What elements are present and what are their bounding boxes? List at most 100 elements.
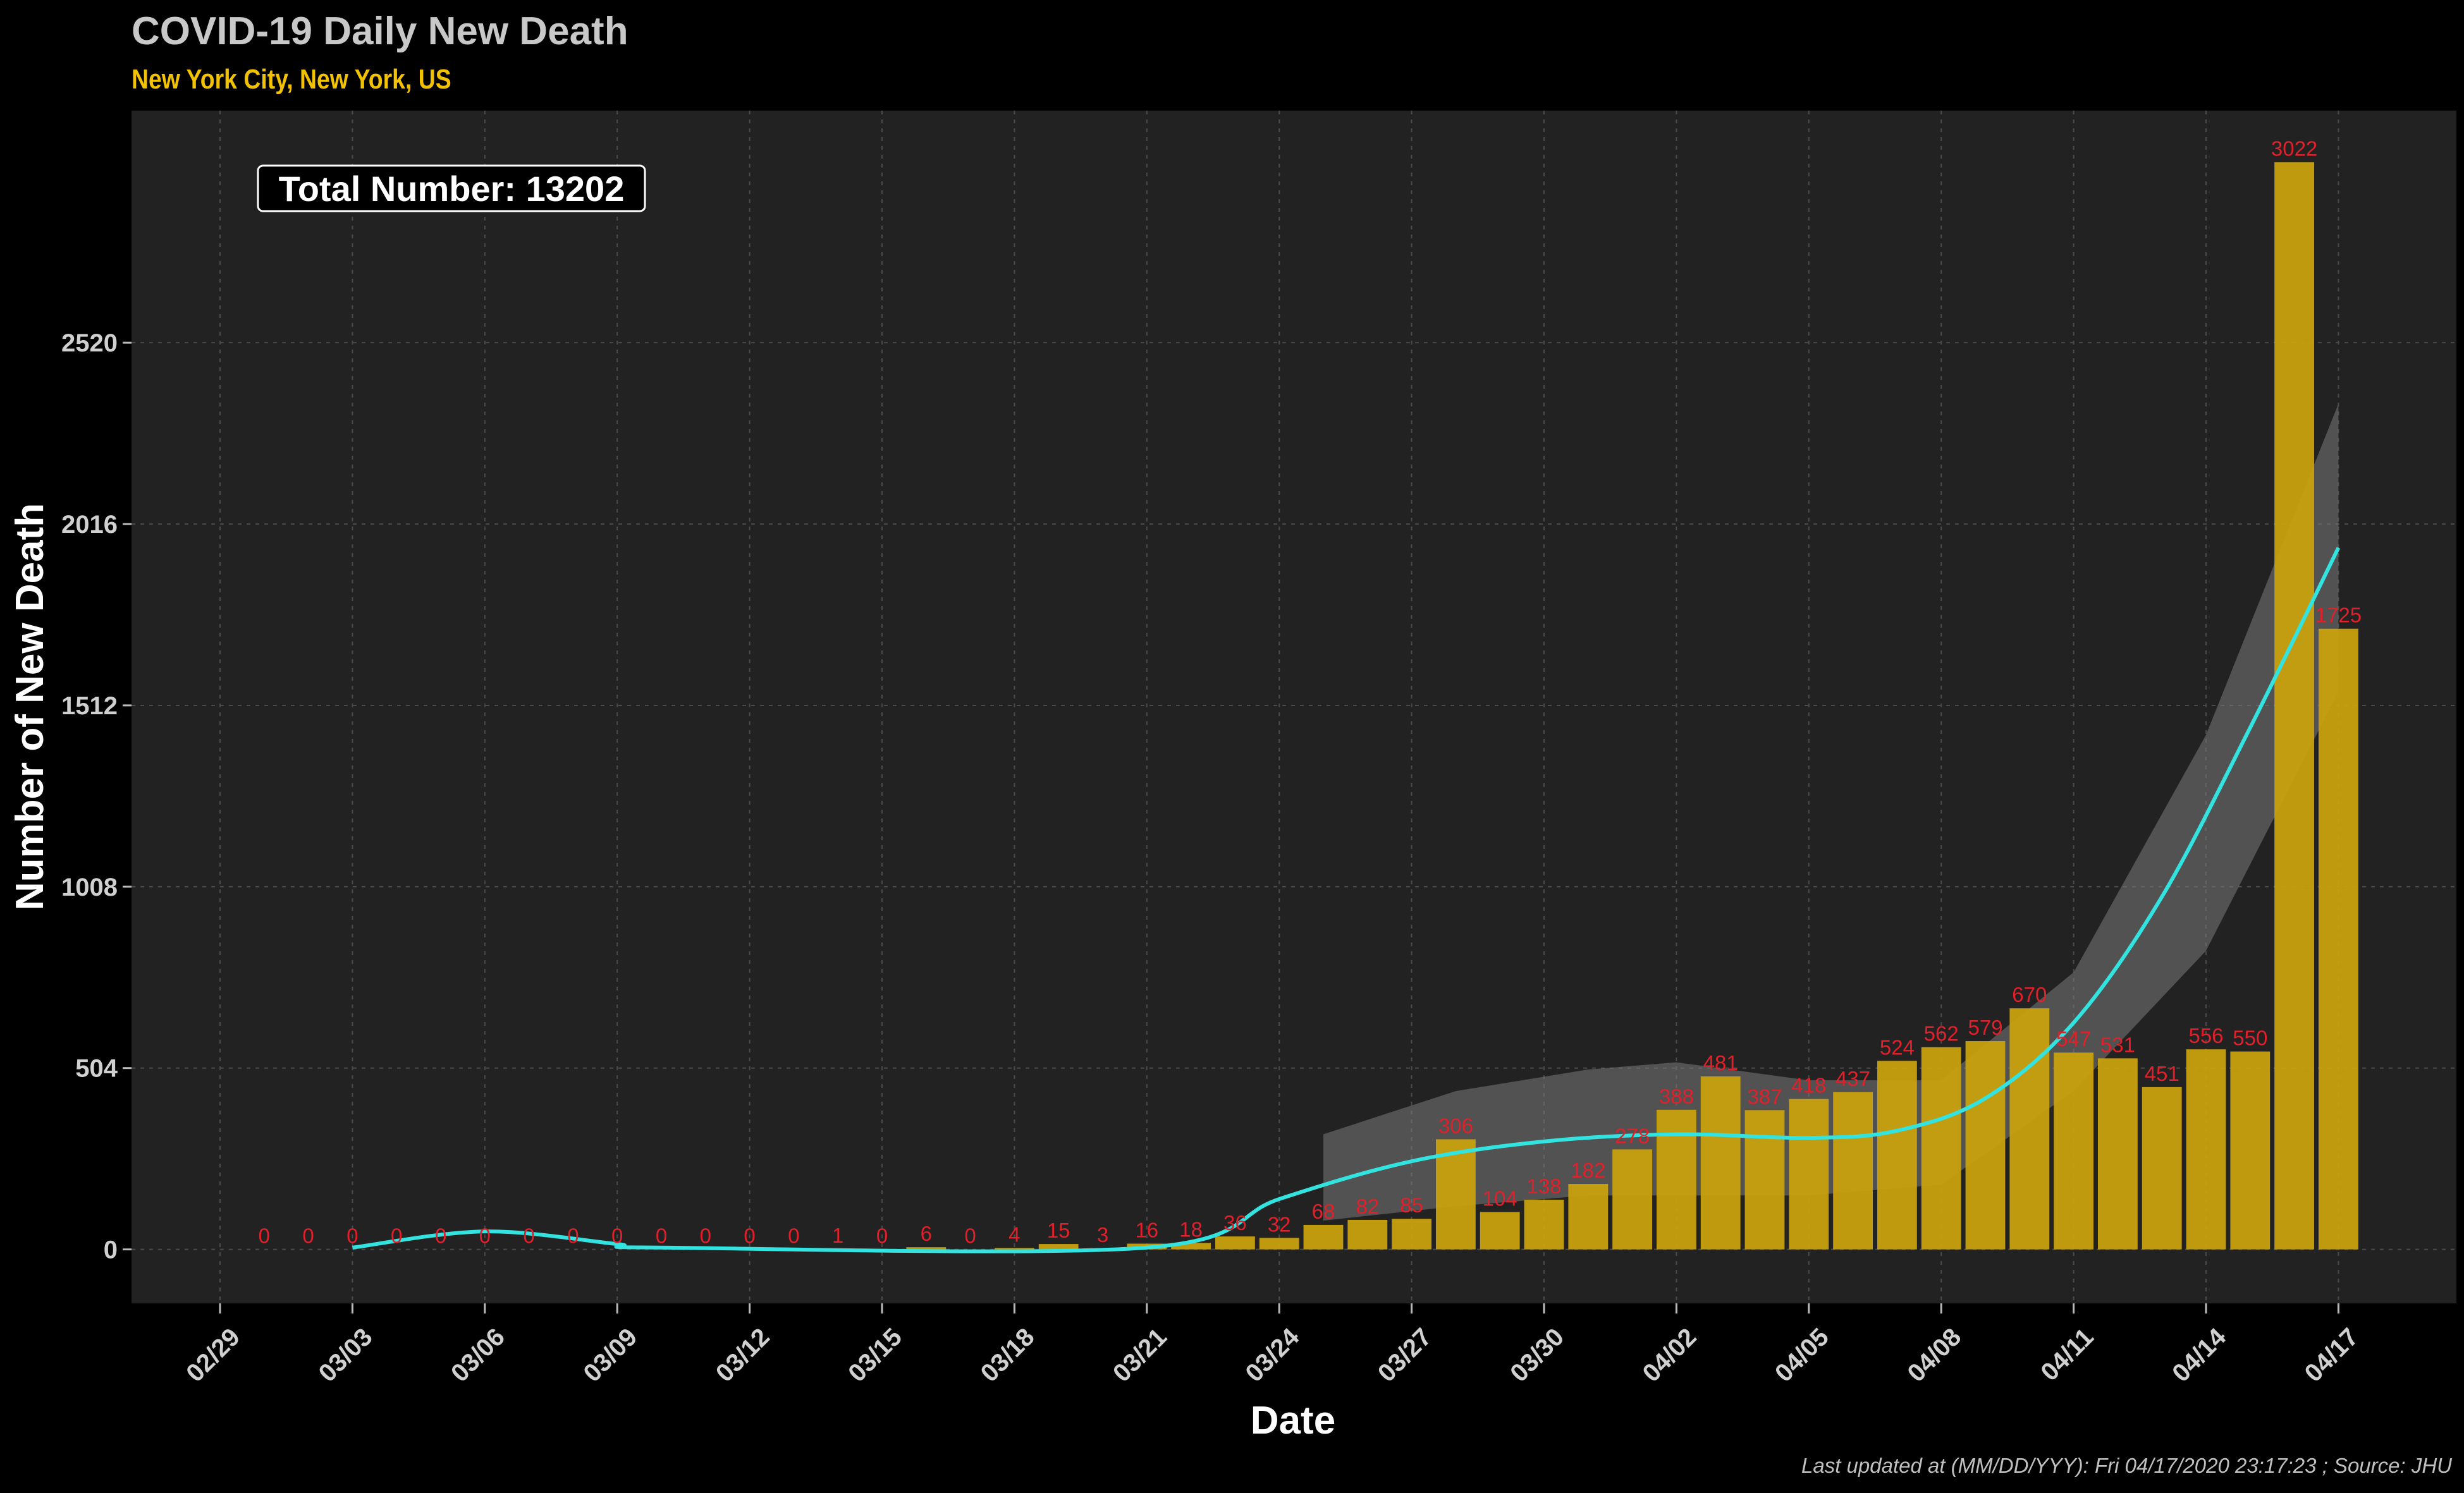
bar-value-label: 0 [876,1224,888,1248]
bar [1612,1149,1653,1250]
bar-value-label: 0 [656,1224,667,1248]
y-tick-label: 0 [104,1236,118,1264]
bar-value-label: 36 [1223,1211,1247,1234]
x-tick-label: 03/21 [1108,1323,1172,1387]
trend-line-group [352,547,2341,1253]
chart-title: COVID-19 Daily New Death [132,9,628,53]
bar-value-label: 138 [1526,1174,1561,1198]
y-tick-label: 1008 [61,874,118,901]
bar-value-label: 68 [1312,1200,1335,1223]
bar-labels: 0 0 0 0 0 0 0 0 0 0 0 0 0 1 0 6 0 4 15 3 16 18 36 32 68 82 85 306 10… [259,137,2362,1247]
y-tick-label: 2520 [61,329,118,357]
bar-value-label: 0 [391,1224,402,1248]
bar-value-label: 104 [1483,1186,1517,1210]
bar-value-label: 437 [1836,1067,1870,1090]
x-tick-label: 03/27 [1373,1323,1437,1387]
y-axis: 0 504 1008 1512 2016 2520 [61,329,132,1264]
bar-value-label: 0 [523,1224,534,1248]
x-tick-label: 03/03 [314,1323,378,1387]
bar-value-label: 82 [1356,1195,1379,1218]
bar-value-label: 562 [1924,1022,1959,1045]
bar-value-label: 556 [2188,1024,2223,1047]
y-tick-label: 504 [75,1055,118,1083]
bar-value-label: 0 [435,1224,446,1248]
bar [1877,1061,1917,1250]
bar-value-label: 3 [1097,1223,1108,1246]
bar [2186,1049,2226,1250]
bar [2230,1051,2271,1250]
x-tick-label: 04/02 [1638,1323,1702,1387]
bar-value-label: 16 [1135,1219,1158,1242]
bar-value-label: 387 [1747,1085,1782,1108]
chart-subtitle: New York City, New York, US [132,63,451,95]
bar-value-label: 306 [1438,1114,1473,1137]
y-tick-label: 2016 [61,511,118,539]
bar [1303,1224,1344,1250]
bar [2142,1087,2182,1250]
x-tick-label: 04/11 [2035,1323,2099,1386]
bar [1568,1184,1609,1250]
x-tick-label: 04/14 [2167,1323,2231,1387]
bar-value-label: 0 [259,1224,270,1248]
bar [2054,1052,2094,1250]
bar-value-label: 0 [346,1224,358,1248]
bar-value-label: 0 [302,1224,314,1248]
bar [1833,1092,1873,1250]
bar-value-label: 670 [2012,983,2047,1006]
total-annotation: Total Number: 13202 [257,164,646,212]
bar-value-label: 6 [921,1222,932,1245]
bar [1524,1200,1564,1250]
bar [1347,1219,1388,1250]
x-tick-label: 03/12 [711,1323,775,1387]
x-tick-label: 04/05 [1770,1323,1834,1387]
x-tick-label: 03/24 [1240,1323,1304,1387]
x-tick-label: 03/06 [446,1323,510,1387]
bar-value-label: 278 [1615,1124,1650,1147]
x-axis: 02/29 03/03 03/06 03/09 03/12 03/15 03/18 03/21… [181,1303,2364,1387]
x-tick-label: 04/17 [2300,1323,2364,1387]
bar [2318,628,2358,1250]
bar [2274,162,2315,1250]
bar-value-label: 531 [2100,1033,2135,1056]
bar-value-label: 0 [611,1224,623,1248]
confidence-band [1323,403,2339,1221]
x-tick-label: 03/18 [976,1323,1040,1387]
bar [1744,1110,1785,1250]
bar [1480,1212,1520,1250]
bars [244,162,2358,1250]
bar [1965,1041,2006,1250]
x-tick-label: 02/29 [181,1323,245,1387]
bar [1435,1139,1476,1250]
bar-value-label: 0 [700,1224,711,1248]
bar-value-label: 1725 [2315,604,2362,627]
x-tick-label: 04/08 [1902,1323,1966,1387]
bar-value-label: 418 [1791,1074,1826,1097]
x-tick-label: 03/30 [1505,1323,1569,1387]
bar-value-label: 524 [1880,1035,1915,1059]
bar-value-label: 0 [788,1224,799,1248]
bar-value-label: 3022 [2271,137,2317,160]
bar [1215,1236,1255,1250]
bar-value-label: 0 [567,1224,579,1248]
bar [1700,1076,1741,1250]
y-axis-title: Number of New Death [8,503,52,910]
bar [994,1248,1034,1250]
bar-value-label: 32 [1268,1212,1291,1236]
bar [1171,1243,1211,1250]
bar-value-label: 451 [2145,1062,2179,1085]
total-annotation-box [257,164,646,212]
x-axis-title: Date [1251,1399,1335,1442]
bar-value-label: 579 [1968,1016,2002,1039]
bar-value-label: 85 [1400,1193,1423,1217]
bar [1259,1238,1299,1250]
bar-value-label: 0 [479,1224,491,1248]
bar [1038,1244,1079,1250]
bar-value-label: 4 [1008,1222,1020,1246]
bar-value-label: 388 [1659,1085,1694,1108]
y-tick-label: 1512 [61,692,118,720]
bar [906,1247,947,1250]
bar [1392,1219,1432,1250]
bar [1921,1047,1961,1250]
bar-value-label: 481 [1703,1051,1738,1075]
bar-value-label: 0 [744,1224,755,1248]
